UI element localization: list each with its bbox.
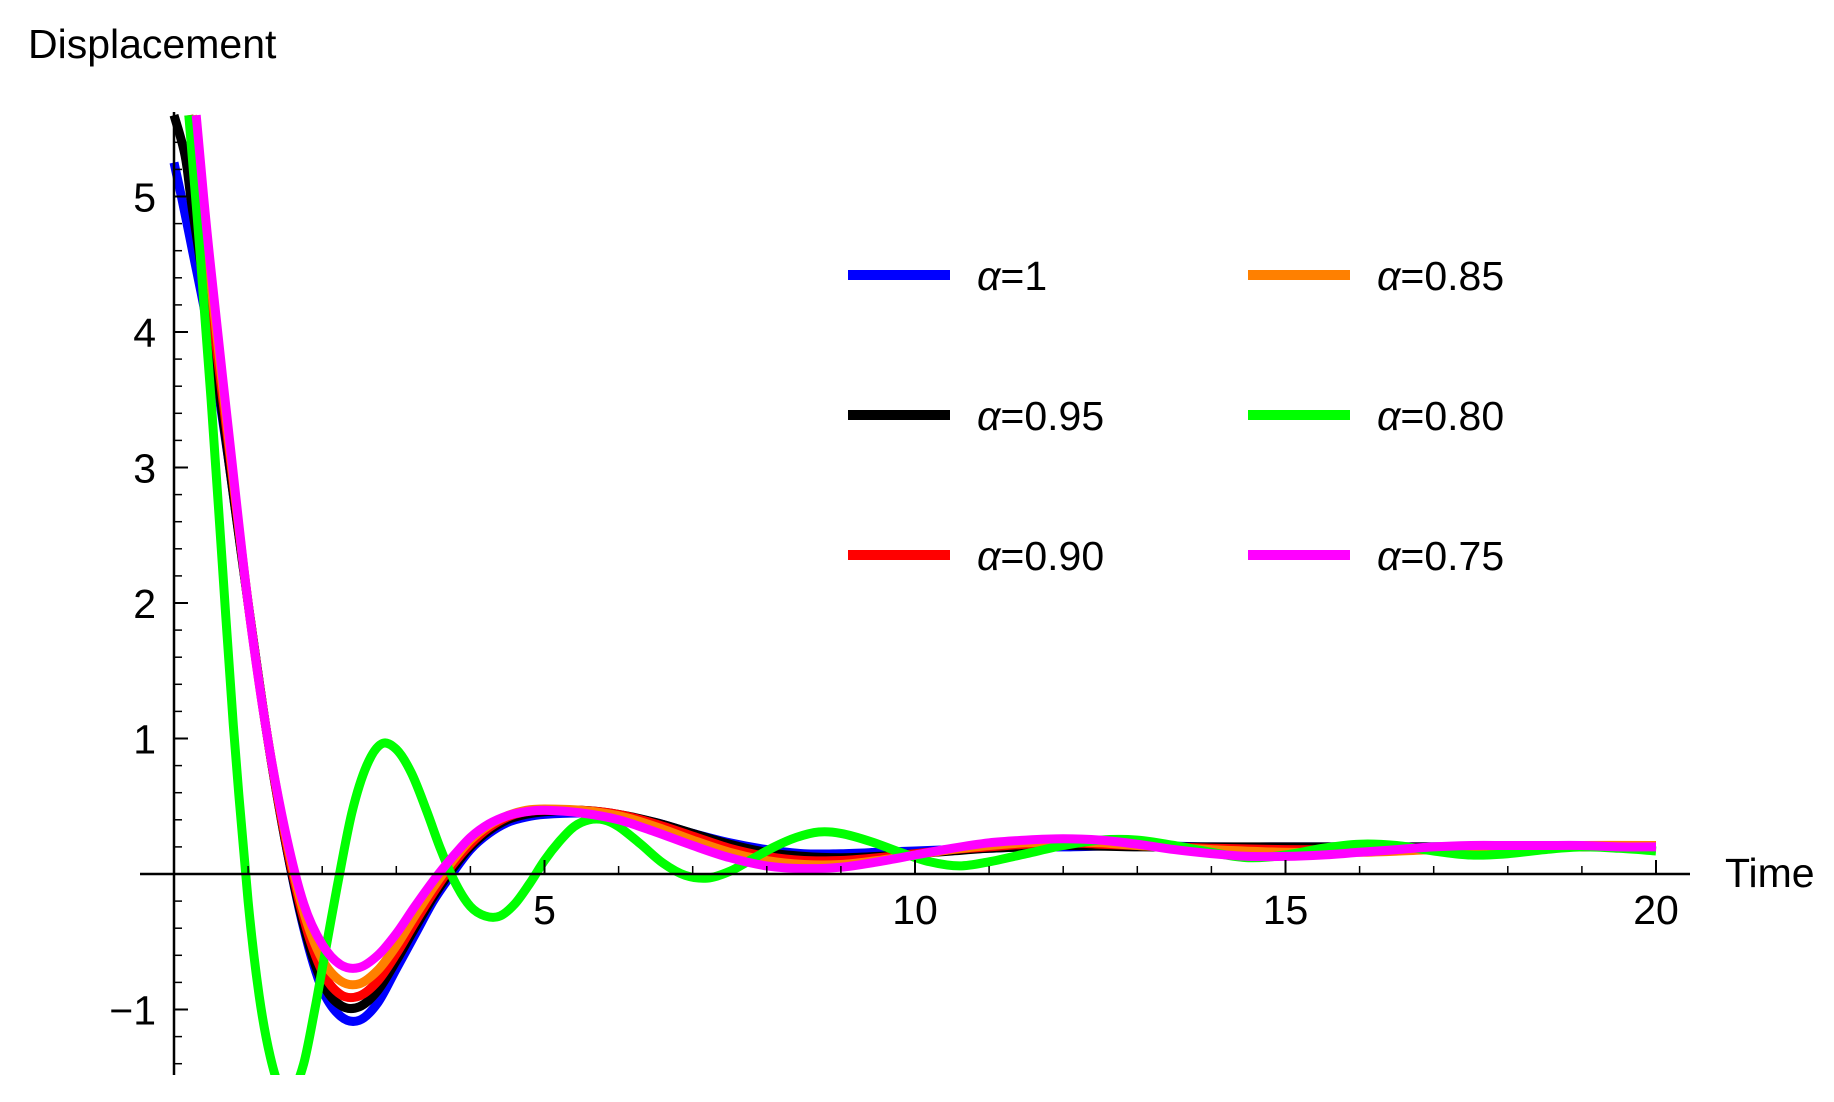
legend-item: α=0.95: [848, 393, 1104, 439]
legend-label: α=0.85: [1377, 253, 1504, 299]
x-tick-label: 20: [1633, 887, 1679, 933]
legend-item: α=1: [848, 253, 1047, 299]
legend-item: α=0.85: [1248, 253, 1504, 299]
x-tick-label: 5: [533, 887, 556, 933]
y-tick-label: −1: [109, 988, 156, 1034]
y-tick-label: 4: [133, 310, 156, 356]
legend-label: α=1: [977, 253, 1047, 299]
legend-label: α=0.90: [977, 533, 1104, 579]
y-tick-label: 5: [133, 175, 156, 221]
series-layer: [169, 113, 1657, 1075]
x-tick-label: 15: [1263, 887, 1309, 933]
legend-item: α=0.90: [848, 533, 1104, 579]
y-tick-label: 3: [133, 446, 156, 492]
ticks: 5 10 15 20 −1 1 2 3 4 5: [109, 141, 1679, 1065]
legend-label: α=0.95: [977, 393, 1104, 439]
x-axis-title: Time: [1725, 850, 1815, 896]
x-tick-label: 10: [892, 887, 938, 933]
y-tick-label: 2: [133, 581, 156, 627]
legend-label: α=0.80: [1377, 393, 1504, 439]
legend-item: α=0.80: [1248, 393, 1504, 439]
legend-label: α=0.75: [1377, 533, 1504, 579]
legend: α=1 α=0.95 α=0.90 α=0.85 α=0.80 α=0.75: [848, 253, 1504, 579]
y-axis-title: Displacement: [28, 21, 277, 67]
y-tick-label: 1: [133, 717, 156, 763]
legend-item: α=0.75: [1248, 533, 1504, 579]
